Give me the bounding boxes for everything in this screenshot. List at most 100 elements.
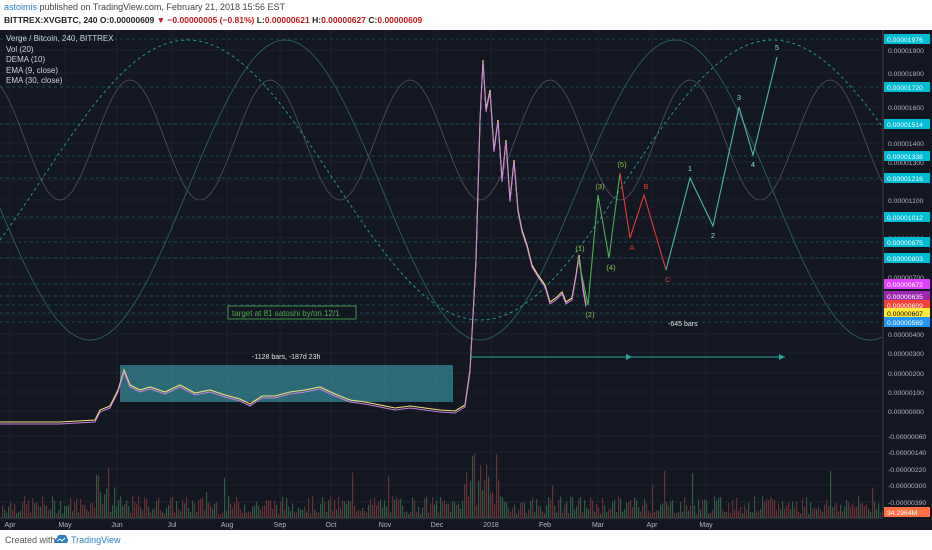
volume-bar — [86, 509, 88, 518]
volume-bar — [730, 513, 732, 518]
volume-bar — [556, 512, 558, 518]
volume-bar — [748, 502, 750, 518]
tradingview-link[interactable]: TradingView — [71, 535, 121, 545]
volume-bar — [738, 511, 740, 518]
volume-bar — [600, 513, 602, 518]
volume-bar — [254, 505, 256, 518]
volume-bar — [164, 513, 166, 518]
time-axis[interactable] — [0, 518, 932, 530]
price-tick-20: -0.00000140 — [888, 450, 926, 457]
volume-bar — [618, 496, 620, 518]
legend-ema9[interactable]: EMA (9, close) — [6, 65, 59, 75]
volume-bar — [804, 507, 806, 518]
price-tag-label-12: 0.00000569 — [887, 320, 923, 327]
volume-bar — [622, 511, 624, 518]
volume-bar — [470, 480, 472, 518]
volume-bar — [654, 512, 656, 518]
cycle-large-dashed — [0, 39, 883, 321]
legend-dema[interactable]: DEMA (10) — [6, 55, 46, 64]
volume-bar — [218, 513, 220, 518]
volume-bar — [880, 512, 882, 518]
volume-bar — [52, 496, 54, 518]
volume-bar — [664, 470, 666, 518]
volume-bar — [142, 509, 144, 518]
volume-bar — [404, 512, 406, 518]
volume-bar — [692, 473, 694, 518]
volume-bar — [294, 512, 296, 518]
legend-ema30[interactable]: EMA (30, close) — [6, 76, 63, 85]
wave-red-label-0: A — [629, 243, 634, 252]
price-tick-4: 0.00001400 — [888, 141, 924, 148]
volume-bar — [496, 454, 498, 518]
volume-bar — [644, 499, 646, 518]
price-chart[interactable]: -1128 bars, -187d 23h (1) (2) (3) (4) (5) A B C… — [0, 30, 932, 530]
volume-bar — [250, 511, 252, 518]
bars-label: -645 bars — [668, 321, 698, 328]
volume-bar — [860, 503, 862, 518]
volume-bar — [328, 500, 330, 518]
volume-bar — [6, 512, 8, 518]
wave-teal-path — [665, 56, 778, 271]
volume-bar — [688, 510, 690, 518]
volume-bar — [408, 513, 410, 518]
volume-bar — [554, 505, 556, 518]
volume-bar — [216, 502, 218, 518]
date-range-box[interactable] — [120, 365, 453, 402]
chart-area[interactable]: -1128 bars, -187d 23h (1) (2) (3) (4) (5) A B C… — [0, 30, 932, 530]
volume-bar — [484, 479, 486, 518]
time-label-4: Aug — [221, 522, 234, 529]
volume-bar — [76, 499, 78, 518]
author-link[interactable]: astoimis — [4, 2, 38, 12]
elliott-waves[interactable]: (1) (2) (3) (4) (5) A B C 1 2 3 4 5 — [575, 43, 779, 319]
volume-bar — [774, 499, 776, 518]
volume-bar — [332, 510, 334, 518]
price-tag-3 — [884, 151, 930, 161]
volume-bar — [192, 500, 194, 518]
volume-bar — [572, 497, 574, 518]
volume-bar — [858, 496, 860, 518]
volume-bar — [418, 506, 420, 518]
volume-bar — [156, 500, 158, 518]
volume-bar — [490, 493, 492, 518]
volume-bar — [798, 511, 800, 518]
volume-bar — [438, 512, 440, 518]
volume-bar — [336, 509, 338, 518]
wave-red-label-1: B — [643, 182, 648, 191]
volume-bar — [714, 496, 716, 518]
volume-bar — [334, 499, 336, 518]
price-tag-6 — [884, 237, 930, 247]
volume-bar — [474, 453, 476, 518]
volume-bar — [166, 507, 168, 518]
volume-bar — [384, 500, 386, 518]
volume-bar — [876, 509, 878, 518]
volume-bar — [50, 509, 52, 518]
target-box[interactable] — [227, 305, 357, 320]
volume-bar — [26, 504, 28, 518]
volume-bar — [824, 504, 826, 518]
volume-bar — [372, 504, 374, 518]
time-label-13: May — [699, 522, 713, 529]
volume-bar — [182, 499, 184, 518]
volume-bar — [606, 512, 608, 518]
volume-bar — [162, 511, 164, 518]
volume-bar — [662, 503, 664, 518]
volume-bar — [666, 502, 668, 518]
volume-bar — [480, 465, 482, 518]
volume-bar — [324, 502, 326, 518]
volume-bar — [820, 509, 822, 518]
volume-bar — [262, 505, 264, 518]
volume-bar — [550, 499, 552, 518]
volume-bar — [750, 511, 752, 518]
legend-vol[interactable]: Vol (20) — [6, 44, 34, 54]
volume-bar — [128, 506, 130, 518]
volume-bar — [48, 509, 50, 518]
volume-bar — [874, 501, 876, 518]
price-tick-16: 0.00000200 — [888, 371, 924, 378]
low-value: 0.00000627 — [321, 15, 366, 25]
volume-bar — [586, 507, 588, 518]
volume-tag — [884, 507, 930, 517]
volume-bar — [138, 496, 140, 518]
volume-bar — [436, 500, 438, 518]
time-label-11: Mar — [592, 522, 605, 529]
volume-bar — [32, 498, 34, 518]
